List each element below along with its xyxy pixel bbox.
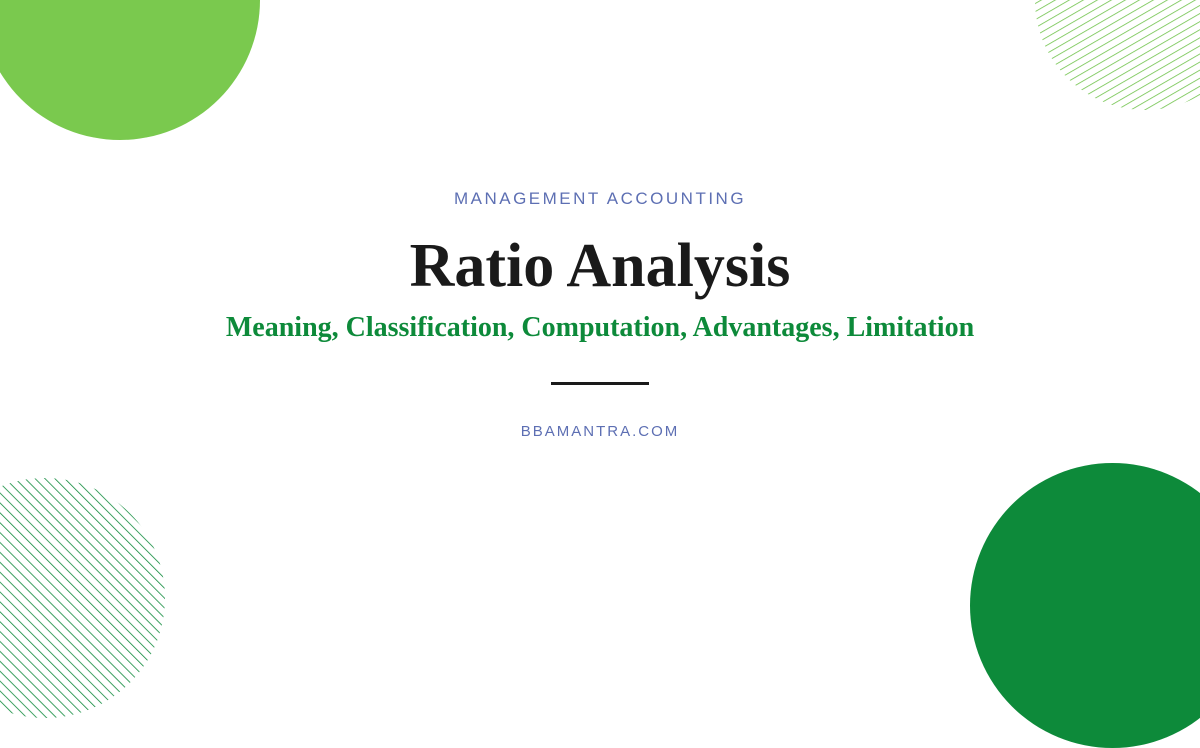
- main-content: MANAGEMENT ACCOUNTING Ratio Analysis Mea…: [0, 0, 1200, 628]
- source-label: BBAMANTRA.COM: [521, 423, 680, 440]
- page-title: Ratio Analysis: [410, 231, 791, 302]
- divider: [551, 382, 649, 385]
- category-label: MANAGEMENT ACCOUNTING: [454, 189, 746, 209]
- subtitle: Meaning, Classification, Computation, Ad…: [226, 312, 974, 344]
